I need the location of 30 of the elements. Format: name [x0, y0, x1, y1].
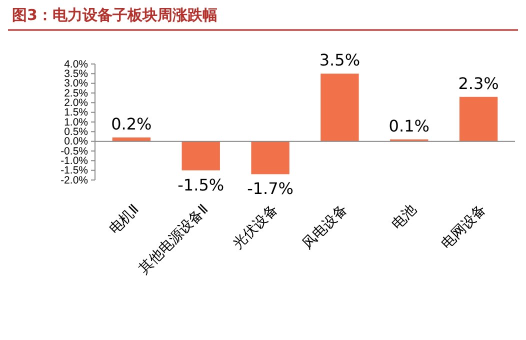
- y-tick-label: -1.0%: [60, 155, 88, 168]
- data-label: 0.2%: [111, 114, 152, 134]
- x-tick-label: 风电设备: [300, 202, 351, 252]
- y-tick-label: 1.5%: [64, 106, 88, 119]
- data-label: 3.5%: [319, 50, 360, 70]
- x-tick-label: 光伏设备: [230, 202, 282, 252]
- x-tick-label: 电池: [388, 202, 420, 233]
- chart-title: 图3：电力设备子板块周涨跌幅: [12, 6, 218, 24]
- y-tick-label: -0.5%: [60, 145, 88, 158]
- y-tick-label: 0.0%: [64, 136, 88, 148]
- bar: [112, 137, 151, 142]
- data-label: 2.3%: [458, 74, 499, 93]
- x-tick-label: 电机Ⅱ: [106, 202, 142, 238]
- y-tick-label: -1.5%: [60, 164, 88, 177]
- y-tick-label: 1.0%: [64, 116, 88, 128]
- x-tick-label: 电网设备: [438, 202, 490, 252]
- y-tick-label: 3.0%: [64, 78, 88, 90]
- data-label: -1.7%: [247, 179, 294, 198]
- y-tick-label: 4.0%: [64, 58, 88, 70]
- bar: [320, 74, 359, 142]
- y-tick-label: -2.0%: [60, 174, 88, 186]
- bar: [182, 141, 220, 170]
- data-label: -1.5%: [178, 175, 224, 194]
- data-label: 0.1%: [388, 116, 430, 136]
- y-tick-label: 2.5%: [64, 87, 88, 100]
- y-tick-label: 2.0%: [64, 97, 88, 110]
- bar: [459, 96, 498, 142]
- bar: [251, 141, 290, 174]
- y-tick-label: 3.5%: [64, 68, 88, 80]
- y-tick-label: 0.5%: [64, 126, 88, 138]
